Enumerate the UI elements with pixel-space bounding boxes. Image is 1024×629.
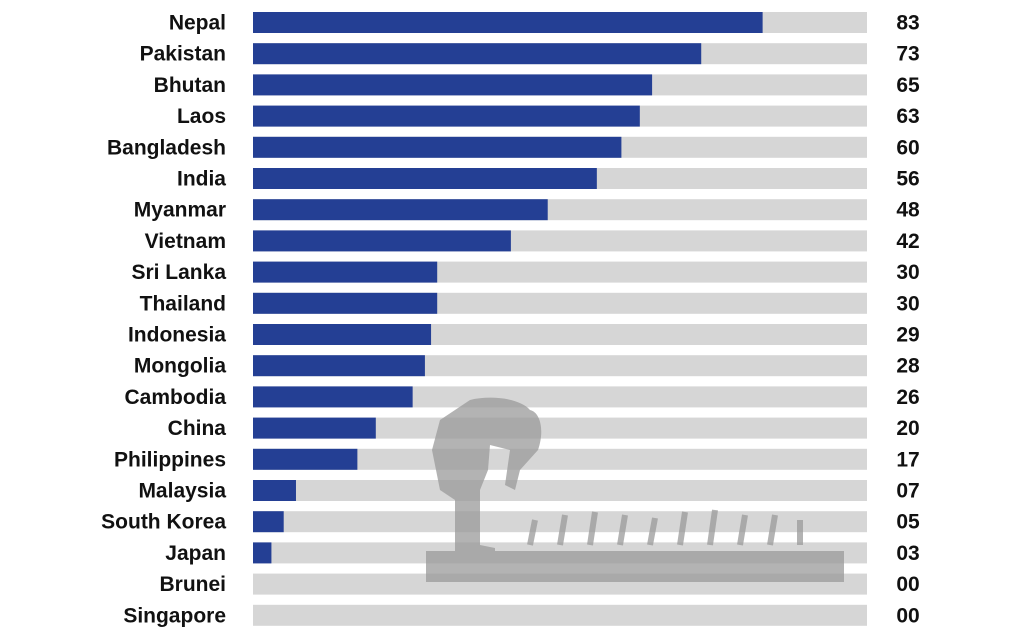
category-label: South Korea: [101, 511, 226, 534]
category-label: Malaysia: [138, 480, 226, 503]
value-label: 05: [896, 511, 920, 534]
bar: [253, 168, 597, 189]
bar-row: Laos 63: [177, 105, 920, 128]
bar: [253, 74, 653, 96]
bar-row: Vietnam 42: [145, 230, 920, 253]
value-label: 65: [896, 74, 920, 97]
bar-row: Nepal 83: [169, 12, 920, 35]
value-label: 63: [896, 105, 919, 128]
bar-row: Bangladesh 60: [107, 136, 920, 159]
bar: [253, 105, 640, 127]
category-label: Brunei: [159, 573, 226, 596]
bar: [253, 292, 438, 314]
bar-row: Singapore 00: [123, 604, 919, 627]
category-label: Thailand: [140, 292, 226, 315]
value-label: 73: [896, 43, 919, 66]
category-label: Bangladesh: [107, 136, 226, 159]
bar-track: [253, 480, 867, 501]
value-label: 00: [896, 604, 919, 627]
bar-row: Myanmar 48: [134, 199, 920, 222]
category-label: Cambodia: [124, 386, 226, 409]
bar: [253, 324, 432, 345]
bar: [253, 12, 763, 33]
bar-row: Bhutan 65: [154, 74, 920, 97]
value-label: 30: [896, 261, 919, 284]
category-label: Myanmar: [134, 199, 226, 222]
bar-row: Thailand 30: [140, 292, 920, 315]
category-label: Japan: [165, 542, 226, 565]
bar-row: Mongolia 28: [134, 355, 920, 378]
value-label: 29: [896, 324, 919, 347]
value-label: 00: [896, 573, 919, 596]
bar-row: India 56: [177, 168, 920, 191]
value-label: 20: [896, 417, 919, 440]
value-label: 30: [896, 292, 919, 315]
value-label: 56: [896, 168, 919, 191]
category-label: China: [168, 417, 227, 440]
value-label: 26: [896, 386, 919, 409]
bar: [253, 511, 284, 533]
bar: [253, 542, 272, 564]
value-label: 07: [896, 480, 919, 503]
bar: [253, 386, 413, 408]
value-label: 28: [896, 355, 920, 378]
category-label: Philippines: [114, 448, 226, 471]
category-label: Bhutan: [154, 74, 226, 97]
bar: [253, 136, 622, 158]
bar: [253, 417, 376, 439]
category-label: Mongolia: [134, 355, 226, 378]
category-label: Vietnam: [145, 230, 226, 253]
bar: [253, 199, 548, 221]
category-label: Sri Lanka: [131, 261, 226, 284]
bar: [253, 480, 296, 501]
bar: [253, 448, 358, 470]
bar-row: Philippines 17: [114, 448, 920, 471]
value-label: 83: [896, 12, 919, 35]
bar: [253, 261, 438, 283]
bar-track: [253, 417, 867, 439]
bar-track: [253, 448, 867, 470]
bar-track: [253, 604, 867, 626]
value-label: 48: [896, 199, 920, 222]
category-label: Nepal: [169, 12, 226, 35]
category-label: Singapore: [123, 604, 226, 627]
category-label: Laos: [177, 105, 226, 128]
bar-row: Malaysia 07: [138, 480, 919, 503]
bar: [253, 355, 425, 377]
value-label: 17: [896, 448, 919, 471]
bar-row: Indonesia 29: [128, 324, 920, 347]
category-label: Pakistan: [140, 43, 226, 66]
value-label: 03: [896, 542, 919, 565]
farmer-watermark-icon: [426, 397, 844, 582]
bar: [253, 43, 702, 65]
value-label: 60: [896, 136, 919, 159]
bar-row: China 20: [168, 417, 920, 440]
category-label: Indonesia: [128, 324, 226, 347]
category-label: India: [177, 168, 226, 191]
bar-row: Sri Lanka 30: [131, 261, 919, 284]
value-label: 42: [896, 230, 919, 253]
bar-row: Cambodia 26: [124, 386, 919, 409]
bar-row: Pakistan 73: [140, 43, 920, 66]
bar: [253, 230, 511, 252]
